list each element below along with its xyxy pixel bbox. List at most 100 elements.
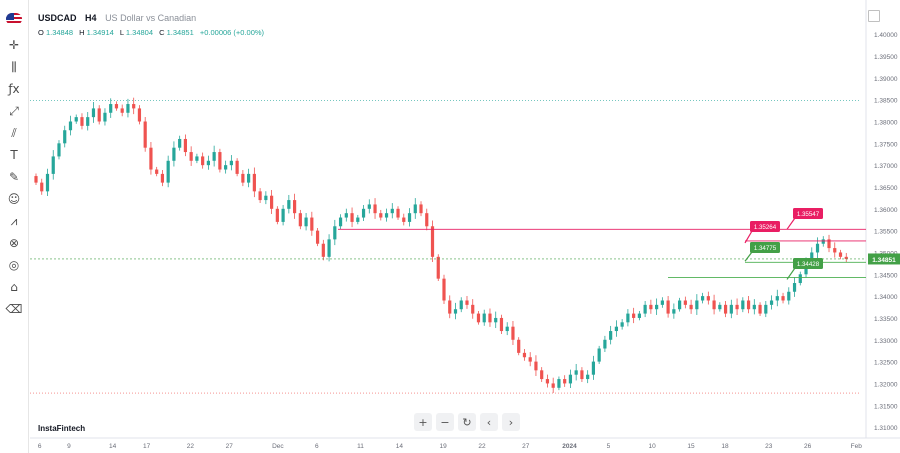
- candle-body: [310, 217, 314, 231]
- candle-body: [574, 370, 578, 375]
- change-value: +0.00006 (+0.00%): [199, 28, 265, 37]
- candle-type-icon[interactable]: ⫼: [11, 59, 17, 74]
- x-tick-label: 22: [187, 443, 195, 450]
- candle-body: [729, 304, 733, 314]
- candle-body: [494, 317, 498, 323]
- candle-body: [453, 309, 458, 314]
- candle-body: [97, 108, 101, 122]
- brand-logo: InstaFintech: [38, 424, 86, 433]
- close-key: C: [159, 28, 165, 37]
- y-tick-label: 1.39500: [874, 54, 898, 61]
- candle-body: [373, 204, 377, 214]
- open-value: 1.34848: [45, 28, 74, 37]
- x-tick-label: 5: [607, 443, 611, 450]
- candle-body: [700, 296, 705, 301]
- level-callout-box: [750, 221, 780, 232]
- candle-body: [769, 300, 774, 305]
- crosshair-icon[interactable]: ✛: [8, 38, 20, 52]
- usd-cad-flag-icon[interactable]: [6, 13, 22, 25]
- y-tick-label: 1.33000: [874, 338, 898, 345]
- trash-icon[interactable]: ⌫: [5, 302, 23, 316]
- candle-body: [91, 108, 96, 118]
- candle-body: [442, 278, 446, 301]
- candle-body: [844, 256, 848, 260]
- chart-header: USDCAD H4 US Dollar vs Canadian: [38, 13, 196, 23]
- scroll-left-button[interactable]: ‹: [480, 413, 498, 431]
- candle-body: [80, 117, 84, 126]
- trend-line-icon[interactable]: ⤢: [9, 103, 19, 118]
- candle-body: [45, 173, 50, 192]
- candle-body: [235, 160, 239, 174]
- candle-body: [315, 230, 320, 244]
- indicators-icon[interactable]: ƒx: [8, 82, 20, 96]
- symbol-label: USDCAD: [38, 13, 77, 23]
- candle-body: [252, 173, 256, 192]
- level-callout-pointer: [744, 230, 753, 244]
- candle-body: [563, 379, 567, 384]
- drawing-toolbar: ✛ ⫼ ƒx ⤢ ⫽ T ✎ ☺ ⩘ ⊗ ◎ ⌂ ⌫: [0, 0, 29, 453]
- candle-body: [407, 213, 412, 222]
- candle-body: [798, 274, 802, 284]
- candle-body: [327, 239, 331, 257]
- candle-body: [448, 300, 452, 314]
- zoom-out-button[interactable]: −: [436, 413, 454, 431]
- candle-body: [304, 217, 308, 227]
- candle-body: [57, 143, 61, 157]
- candle-body: [833, 248, 837, 253]
- candle-body: [735, 304, 739, 310]
- y-tick-label: 1.38000: [874, 120, 898, 127]
- level-callout-label: 1.34428: [797, 261, 820, 268]
- y-tick-label: 1.35500: [874, 229, 898, 236]
- candle-body: [792, 283, 797, 292]
- emoji-icon[interactable]: ☺: [7, 192, 21, 206]
- interval-label[interactable]: H4: [85, 13, 97, 23]
- candle-body: [689, 304, 693, 310]
- level-callout-label: 1.35547: [797, 211, 820, 218]
- magnet-icon[interactable]: ⊗: [8, 236, 20, 250]
- candle-body: [63, 130, 67, 144]
- pattern-icon[interactable]: ⩘: [10, 213, 18, 228]
- high-value: 1.34914: [86, 28, 114, 37]
- candle-body: [678, 300, 682, 310]
- candle-body: [86, 117, 90, 126]
- candle-body: [287, 200, 291, 209]
- level-callout-box: [750, 242, 780, 253]
- candle-body: [557, 379, 561, 388]
- candle-body: [632, 313, 636, 318]
- x-tick-label: 18: [721, 443, 729, 450]
- candle-body: [350, 213, 354, 222]
- candle-body: [672, 309, 676, 314]
- candle-body: [413, 204, 417, 214]
- brush-icon[interactable]: ✎: [8, 170, 20, 184]
- candle-body: [155, 169, 159, 174]
- candle-body: [419, 204, 423, 214]
- level-callout-label: 1.34775: [754, 245, 777, 252]
- candle-body: [143, 121, 147, 148]
- lock-icon[interactable]: ⌂: [10, 280, 18, 294]
- zoom-in-button[interactable]: +: [414, 413, 432, 431]
- visibility-icon[interactable]: ◎: [8, 258, 20, 272]
- low-key: L: [119, 28, 124, 37]
- chart-nav-buttons: + − ↻ ‹ ›: [414, 413, 520, 431]
- scroll-right-button[interactable]: ›: [502, 413, 520, 431]
- x-tick-label: 14: [109, 443, 117, 450]
- candle-body: [465, 300, 469, 305]
- candle-body: [292, 200, 297, 214]
- candle-body: [810, 252, 814, 262]
- reset-chart-button[interactable]: ↻: [458, 413, 476, 431]
- text-tool-icon[interactable]: T: [10, 148, 18, 162]
- ohlc-readout: O 1.34848 H 1.34914 L 1.34804 C 1.34851 …: [38, 28, 264, 37]
- fib-icon[interactable]: ⫽: [11, 125, 17, 140]
- candle-body: [384, 213, 389, 218]
- candle-body: [436, 256, 440, 279]
- candle-body: [218, 152, 222, 170]
- candle-body: [695, 300, 699, 310]
- x-tick-label: 17: [143, 443, 151, 450]
- level-callout-pointer: [786, 267, 796, 280]
- candle-body: [379, 213, 383, 218]
- y-tick-label: 1.31500: [874, 403, 898, 410]
- maximize-icon[interactable]: [868, 10, 880, 22]
- candle-body: [264, 195, 268, 201]
- x-tick-label: 6: [315, 443, 319, 450]
